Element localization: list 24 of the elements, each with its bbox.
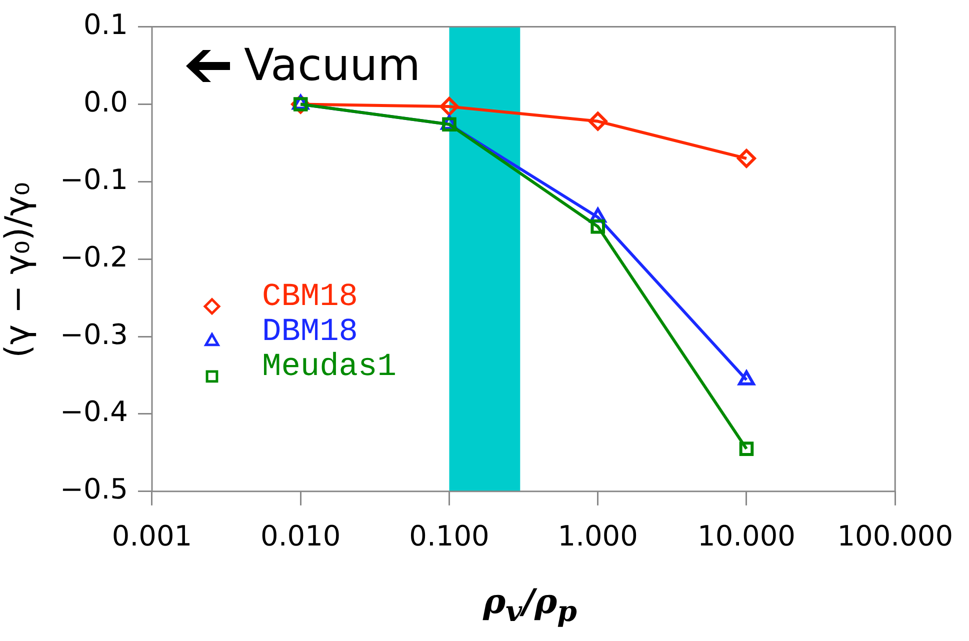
x-tick-label: 0.100 [409, 519, 490, 552]
x-axis-title: ρ$_{v}$/ρ$_{p}$ [482, 582, 578, 628]
y-axis-title: (γ − γ₀)/γ₀ [0, 181, 38, 360]
y-tick-label: −0.5 [60, 472, 128, 506]
point [440, 97, 459, 116]
y-tick-label: −0.2 [60, 240, 128, 274]
x-tick-label: 1.000 [558, 519, 638, 552]
y-tick-label: −0.4 [60, 395, 128, 428]
x-tick-label: 100.000 [837, 519, 954, 552]
x-tick-label: 0.001 [112, 519, 192, 552]
legend-label: CBM18 [262, 278, 358, 315]
x-tick-label: 0.010 [260, 519, 341, 552]
y-tick-label: 0.1 [83, 8, 128, 42]
legend-label: DBM18 [262, 312, 358, 350]
y-tick-label: 0.0 [83, 86, 128, 119]
y-tick-label: −0.3 [60, 318, 128, 351]
x-tick-label: 10.000 [697, 519, 796, 552]
annotation: Vacuum [244, 40, 420, 91]
point [590, 219, 606, 234]
y-tick-label: −0.1 [60, 162, 128, 196]
point [739, 442, 754, 456]
point [736, 148, 756, 168]
legend-label: Meudas1 [262, 348, 396, 385]
point [588, 112, 608, 131]
